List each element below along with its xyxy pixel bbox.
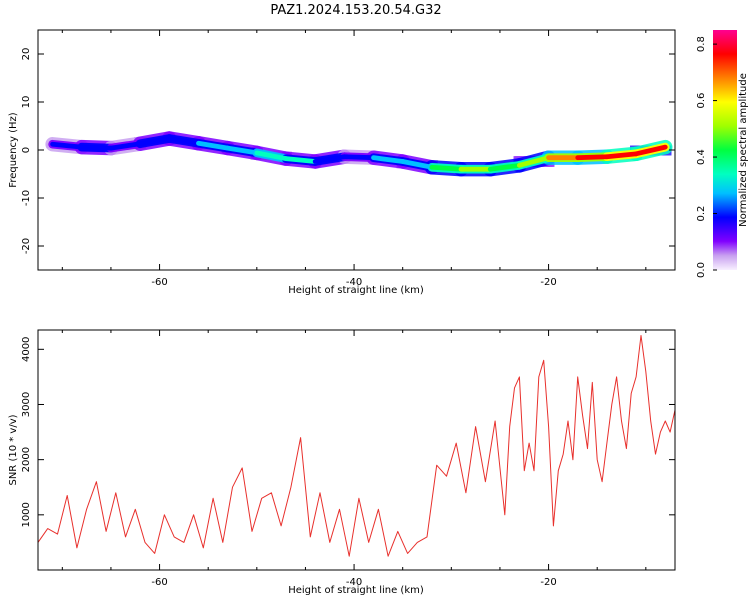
spectrogram-cell (633, 144, 668, 157)
y-tick-label: -10 (21, 190, 32, 206)
bottom-x-axis-label: Height of straight line (km) (288, 585, 424, 596)
y-tick-label: 0 (21, 147, 32, 153)
top-y-axis-label: Frequency (Hz) (8, 112, 19, 188)
spectrogram-panel: -60 -40 -20 -20 -10 0 10 20 Height of straight … (8, 29, 676, 296)
y-tick-label: 3000 (21, 392, 32, 417)
spectrogram-cell (312, 154, 347, 164)
y-tick-label: 2000 (21, 447, 32, 472)
snr-series-line (38, 335, 675, 557)
y-tick-label: 20 (21, 48, 32, 61)
spectrogram-cell (371, 155, 406, 164)
x-tick-label: -20 (540, 577, 556, 588)
colorbar-tick-label: 0.6 (696, 93, 707, 109)
spectrogram-cell (283, 156, 318, 164)
colorbar: 0.0 0.2 0.4 0.6 0.8 Normalized spectral ampl… (696, 30, 749, 278)
spectrogram-cell (429, 164, 464, 172)
spectrogram-cell (137, 136, 172, 147)
colorbar-tick-label: 0.8 (696, 36, 707, 52)
colorbar-tick-label: 0.4 (696, 149, 707, 165)
snr-panel: -60 -40 -20 1000 2000 3000 4000 Height of stra… (8, 329, 676, 596)
plot-frame (37, 329, 676, 571)
spectrogram-cell (341, 154, 376, 161)
spectrogram-cell (196, 140, 231, 151)
figure-title: PAZ1.2024.153.20.54.G32 (270, 3, 441, 18)
y-tick-label: 1000 (21, 502, 32, 527)
spectrogram-cell (166, 136, 201, 146)
spectrogram-cell (575, 154, 610, 161)
spectrogram-cell (50, 141, 85, 150)
y-tick-label: 4000 (21, 337, 32, 362)
x-tick-label: -40 (346, 277, 362, 288)
spectrogram-cell (400, 159, 435, 170)
spectrogram-cell (108, 141, 143, 151)
x-tick-label: -60 (151, 577, 167, 588)
x-tick-label: -60 (151, 277, 167, 288)
y-tick-label: -20 (21, 238, 32, 254)
x-tick-label: -40 (346, 577, 362, 588)
spectrogram-cell (225, 145, 260, 156)
x-tick-label: -20 (540, 277, 556, 288)
colorbar-tick-label: 0.2 (696, 206, 707, 222)
spectrogram-cell (516, 155, 551, 168)
spectrogram-cell (254, 150, 289, 162)
spectrogram-cell (79, 144, 114, 151)
spectrogram-cell (604, 151, 639, 160)
top-x-axis-label: Height of straight line (km) (288, 285, 424, 296)
y-tick-label: 10 (21, 96, 32, 109)
colorbar-tick-label: 0.0 (696, 262, 707, 278)
colorbar-gradient (713, 30, 737, 270)
bottom-y-axis-label: SNR (10 * v/v) (8, 414, 19, 485)
spectrogram-cell (487, 162, 522, 172)
colorbar-label: Normalized spectral amplitude (738, 73, 749, 227)
